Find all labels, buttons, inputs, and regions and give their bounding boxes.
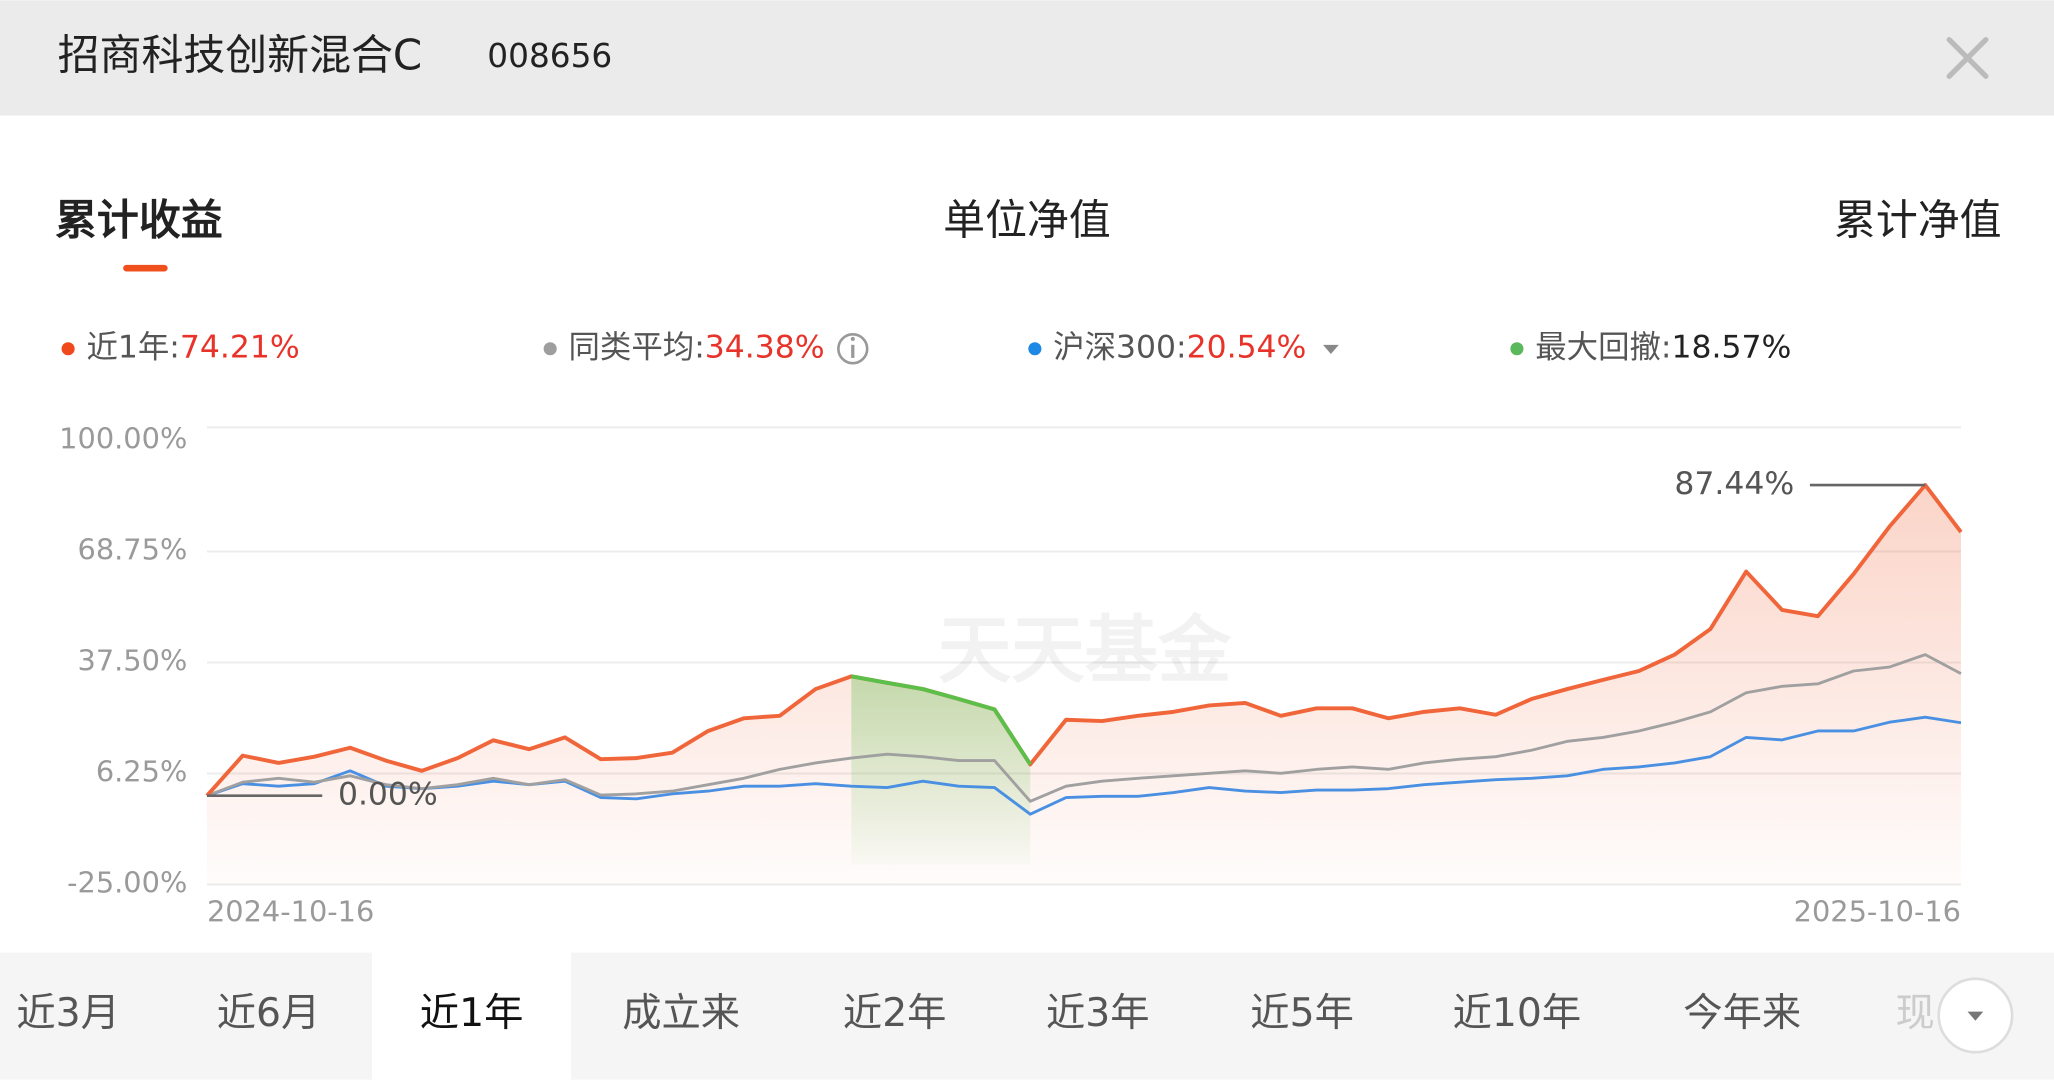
legend-label: 近1年: <box>86 330 179 366</box>
legend-value: 20.54% <box>1187 330 1307 366</box>
period-option[interactable]: 近10年 <box>1453 991 1582 1036</box>
period-bar <box>0 952 2054 1080</box>
period-option[interactable]: 现 <box>1895 991 1934 1036</box>
legend-label: 最大回撤: <box>1535 330 1671 366</box>
legend-value: 74.21% <box>180 330 300 366</box>
x-tick-label: 2024-10-16 <box>207 894 374 928</box>
period-dropdown[interactable] <box>1937 977 2014 1054</box>
legend-entry: 同类平均:34.38% <box>569 330 825 366</box>
legend-value: 18.57% <box>1672 330 1792 366</box>
y-tick-label: 37.50% <box>78 643 188 677</box>
legend-entry: 最大回撤:18.57% <box>1535 330 1791 366</box>
legend-dot <box>1028 342 1042 356</box>
period-option[interactable]: 近3月 <box>16 991 120 1036</box>
period-option[interactable]: 成立来 <box>622 991 740 1036</box>
period-selected <box>372 952 572 1080</box>
period-option[interactable]: 近5年 <box>1250 991 1354 1036</box>
header-bar <box>0 0 2054 116</box>
x-tick-label: 2025-10-16 <box>1794 894 1961 928</box>
watermark: 天天基金 <box>938 608 1232 693</box>
period-option[interactable]: 近3年 <box>1046 991 1150 1036</box>
annotation-label: 87.44% <box>1674 466 1794 502</box>
series-line <box>206 653 1962 803</box>
annotation-label: 0.00% <box>338 777 438 813</box>
close-button[interactable] <box>1946 36 1989 79</box>
info-icon[interactable] <box>837 333 869 365</box>
area-fill <box>206 485 1961 885</box>
legend-dot <box>543 342 557 356</box>
y-tick-label: -25.00% <box>67 866 187 900</box>
drawdown-area <box>851 676 1031 865</box>
legend-dot <box>1510 342 1524 356</box>
period-option[interactable]: 近2年 <box>843 991 947 1036</box>
tab-underline <box>123 264 168 272</box>
legend-entry: 沪深300:20.54% <box>1053 330 1306 366</box>
y-tick-label: 100.00% <box>59 421 187 455</box>
tab[interactable]: 累计收益 <box>55 195 223 244</box>
tab[interactable]: 单位净值 <box>943 195 1111 244</box>
series-line <box>206 715 1962 816</box>
y-tick-label: 68.75% <box>78 532 188 566</box>
fund-code: 008656 <box>487 37 612 75</box>
series-line <box>205 483 1963 798</box>
legend-value: 34.38% <box>705 330 825 366</box>
period-option[interactable]: 近1年 <box>420 991 524 1036</box>
period-option[interactable]: 今年来 <box>1683 991 1801 1036</box>
drawdown-line <box>850 674 1032 766</box>
legend-label: 沪深300: <box>1053 330 1186 366</box>
legend-dot <box>61 342 75 356</box>
fund-title: 招商科技创新混合C <box>58 30 423 79</box>
legend-label: 同类平均: <box>569 330 705 366</box>
tab[interactable]: 累计净值 <box>1834 195 2002 244</box>
y-tick-label: 6.25% <box>96 754 187 788</box>
legend-entry: 近1年:74.21% <box>86 330 299 366</box>
dropdown-caret[interactable] <box>1323 344 1339 354</box>
period-option[interactable]: 近6月 <box>217 991 321 1036</box>
